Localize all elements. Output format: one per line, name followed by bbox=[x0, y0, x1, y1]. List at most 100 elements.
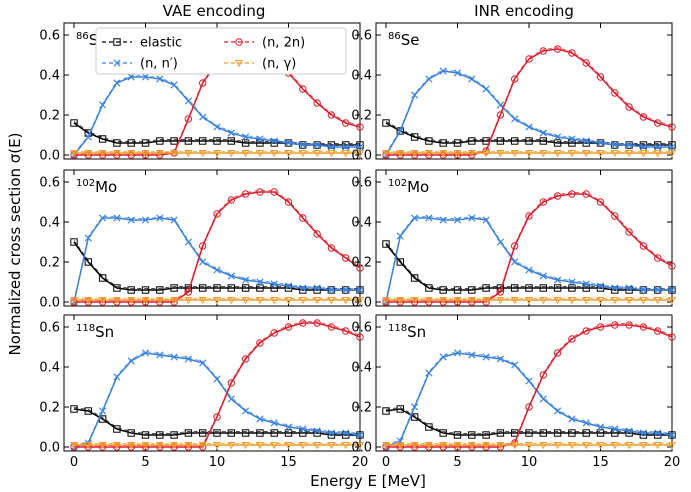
data-point-n2n bbox=[356, 264, 364, 272]
data-point-n2n bbox=[553, 192, 562, 200]
series-dashed-line-n2n bbox=[386, 192, 673, 301]
nucleus-mass-number: 102 bbox=[388, 178, 407, 189]
data-point-nn bbox=[299, 284, 307, 292]
data-point-n2n bbox=[611, 321, 619, 329]
data-point-nn bbox=[356, 431, 364, 439]
data-point-elastic bbox=[213, 429, 221, 437]
data-point-ng bbox=[596, 296, 605, 305]
data-point-ng bbox=[227, 149, 236, 158]
data-point-elastic bbox=[439, 429, 447, 437]
data-point-nn bbox=[525, 123, 533, 131]
data-point-ng bbox=[667, 441, 677, 450]
data-point-ng bbox=[270, 441, 279, 450]
data-point-elastic bbox=[141, 431, 150, 439]
data-point-elastic bbox=[382, 407, 390, 415]
data-point-nn bbox=[639, 429, 647, 437]
series-ng bbox=[381, 296, 677, 305]
series-n2n bbox=[382, 321, 676, 451]
data-point-elastic bbox=[496, 429, 505, 437]
data-point-ng bbox=[653, 441, 662, 450]
data-point-nn bbox=[425, 214, 433, 222]
data-point-nn bbox=[568, 135, 576, 143]
data-point-ng bbox=[327, 149, 336, 158]
series-nn bbox=[70, 349, 364, 451]
data-point-n2n bbox=[241, 355, 250, 363]
data-point-nn bbox=[141, 216, 150, 224]
series-line-elastic bbox=[73, 408, 360, 436]
data-point-ng bbox=[467, 149, 476, 158]
data-point-nn bbox=[668, 143, 676, 151]
data-point-nn bbox=[342, 286, 350, 294]
data-point-nn bbox=[141, 349, 150, 357]
data-point-n2n bbox=[199, 79, 207, 87]
data-point-ng bbox=[567, 296, 576, 305]
data-point-ng bbox=[639, 296, 648, 305]
data-point-nn bbox=[184, 97, 192, 105]
data-point-ng bbox=[582, 149, 591, 158]
y-tick-label: 0.6 bbox=[39, 321, 60, 336]
data-point-elastic bbox=[539, 137, 548, 145]
data-point-nn bbox=[668, 286, 676, 294]
series-line-n2n bbox=[74, 191, 361, 303]
data-point-ng bbox=[467, 441, 476, 450]
series-dashed-line-n2n bbox=[74, 321, 361, 446]
data-point-ng bbox=[255, 296, 264, 305]
data-point-ng bbox=[127, 296, 136, 305]
data-point-nn bbox=[439, 67, 447, 75]
series-nn bbox=[382, 349, 676, 451]
data-point-elastic bbox=[199, 429, 207, 437]
data-point-n2n bbox=[213, 210, 221, 218]
data-point-ng bbox=[69, 441, 79, 450]
data-point-nn bbox=[284, 282, 293, 290]
data-point-nn bbox=[554, 407, 562, 415]
panel-frame bbox=[375, 22, 673, 160]
series-line-elastic bbox=[385, 243, 672, 291]
data-point-elastic bbox=[453, 431, 462, 439]
data-point-n2n bbox=[313, 319, 321, 327]
y-tick-label: 0.4 bbox=[351, 216, 372, 231]
data-point-nn bbox=[525, 266, 533, 274]
data-point-ng bbox=[653, 149, 662, 158]
data-point-ng bbox=[610, 441, 619, 450]
data-point-ng bbox=[510, 149, 519, 158]
data-point-n2n bbox=[313, 230, 321, 238]
y-tick-label: 0.0 bbox=[39, 149, 60, 164]
data-point-ng bbox=[524, 441, 534, 450]
data-point-elastic bbox=[382, 119, 390, 127]
data-point-n2n bbox=[525, 55, 533, 63]
data-point-elastic bbox=[611, 429, 619, 437]
data-point-n2n bbox=[356, 333, 364, 341]
data-point-ng bbox=[341, 441, 350, 450]
data-point-n2n bbox=[511, 242, 519, 250]
data-point-nn bbox=[596, 282, 605, 290]
data-point-nn bbox=[327, 429, 335, 437]
series-ng bbox=[381, 149, 677, 158]
data-point-elastic bbox=[582, 429, 590, 437]
series-dashed-line-elastic bbox=[385, 242, 672, 289]
data-point-nn bbox=[156, 75, 164, 83]
data-point-ng bbox=[198, 149, 207, 158]
data-point-elastic bbox=[184, 429, 193, 437]
data-point-ng bbox=[539, 296, 548, 305]
data-point-ng bbox=[524, 296, 534, 305]
data-point-nn bbox=[611, 425, 619, 433]
x-tick-label: 0 bbox=[382, 455, 390, 470]
data-point-n2n bbox=[270, 329, 278, 337]
legend: elastic (n, n′) (n, 2n) (n, γ) bbox=[95, 27, 347, 75]
data-point-nn bbox=[439, 216, 447, 224]
data-point-ng bbox=[410, 441, 419, 450]
x-tick-label: 20 bbox=[664, 455, 681, 470]
data-point-n2n bbox=[284, 198, 293, 206]
nucleus-label: 86Se bbox=[388, 31, 419, 49]
data-point-elastic bbox=[241, 429, 250, 437]
data-point-ng bbox=[112, 149, 121, 158]
nucleus-label: 118Sn bbox=[388, 323, 426, 341]
data-point-ng bbox=[284, 149, 293, 158]
data-point-n2n bbox=[596, 198, 605, 206]
data-point-nn bbox=[396, 232, 404, 240]
panel-frame bbox=[375, 314, 673, 452]
series-n2n bbox=[382, 45, 676, 159]
legend-entry-n2n: (n, 2n) bbox=[224, 36, 305, 51]
data-point-n2n bbox=[654, 327, 662, 335]
legend-entry-elastic: elastic bbox=[102, 36, 182, 51]
